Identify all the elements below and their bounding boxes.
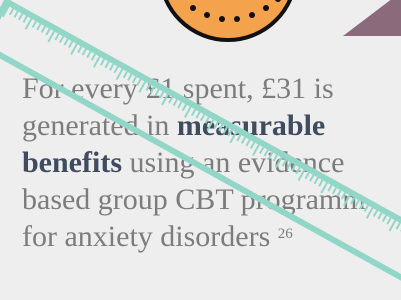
ruler-tick — [139, 82, 145, 92]
ruler-tick — [110, 64, 113, 70]
ruler — [0, 0, 401, 300]
ruler-tick — [298, 170, 304, 180]
ruler-tick — [183, 104, 186, 110]
ruler-tick — [260, 147, 263, 153]
ruler-tick — [315, 178, 318, 184]
ruler-tick — [14, 11, 17, 17]
ruler-tick — [269, 152, 272, 158]
ruler-tick — [219, 125, 222, 131]
ruler-tick — [208, 120, 214, 130]
ruler-tick — [242, 137, 245, 143]
ruler-tick — [342, 193, 345, 199]
ruler-tick — [133, 77, 136, 83]
ruler-tick — [228, 130, 231, 136]
ruler-tick — [237, 135, 240, 141]
ruler-tick — [374, 210, 377, 216]
ruler-tick — [253, 145, 259, 155]
ruler-tick — [55, 34, 58, 40]
ruler-tick — [42, 26, 45, 32]
ruler-tick — [215, 122, 218, 128]
ruler-tick — [246, 140, 249, 146]
ruler-tick — [333, 188, 336, 194]
ruler-tick — [60, 36, 63, 42]
ruler-tick — [251, 142, 254, 148]
ruler-tick — [174, 99, 177, 105]
ruler-tick — [69, 41, 72, 47]
ruler-tick — [33, 21, 36, 27]
ruler-tick — [265, 150, 268, 156]
ruler-tick — [101, 59, 104, 65]
ruler-tick — [19, 14, 22, 20]
ruler-tick — [10, 9, 13, 15]
ruler-tick — [292, 165, 295, 171]
ruler-tick — [319, 180, 322, 186]
ruler-tick — [365, 205, 368, 211]
ruler-body — [0, 2, 401, 298]
ruler-tick — [274, 155, 277, 161]
ruler-tick — [296, 168, 299, 174]
ruler-tick — [92, 54, 95, 60]
ruler-tick — [151, 87, 154, 93]
ruler-tick — [105, 62, 108, 68]
ruler-ticks — [3, 6, 401, 266]
ruler-tick — [162, 94, 168, 104]
ruler-tick — [48, 31, 54, 41]
ruler-tick — [344, 195, 350, 205]
ruler-tick — [26, 19, 32, 29]
ruler-tick — [201, 115, 204, 121]
ruler-tick — [114, 67, 117, 73]
ruler-tick — [283, 160, 286, 166]
ruler-tick — [192, 110, 195, 116]
ruler-tick — [230, 132, 236, 142]
ruler-tick — [169, 97, 172, 103]
ruler-tick — [328, 185, 331, 191]
ruler-tick — [146, 84, 149, 90]
ruler-tick — [205, 117, 208, 123]
ruler-tick — [37, 24, 40, 30]
ruler-tick — [178, 102, 181, 108]
ruler-tick — [83, 49, 86, 55]
ruler-tick — [23, 16, 26, 22]
ruler-tick — [305, 173, 308, 179]
ruler-tick — [160, 92, 163, 98]
ruler-tick — [276, 157, 282, 167]
ruler-tick — [128, 74, 131, 80]
infographic: For every £1 spent, £31 is generated in … — [0, 0, 401, 300]
ruler-tick — [396, 223, 399, 229]
ruler-tick — [46, 29, 49, 35]
ruler-tick — [117, 69, 123, 79]
ruler-tick — [287, 162, 290, 168]
ruler-tick — [389, 220, 395, 230]
ruler-tick — [87, 52, 90, 58]
ruler-tick — [94, 57, 100, 67]
ruler-tick — [196, 112, 199, 118]
ruler-tick — [367, 208, 373, 218]
ruler-outline — [0, 2, 401, 298]
ruler-tick — [355, 200, 358, 206]
ruler-tick — [351, 198, 354, 204]
ruler-tick — [71, 44, 77, 54]
ruler-tick — [383, 215, 386, 221]
ruler-tick — [337, 190, 340, 196]
ruler-tick — [360, 203, 363, 209]
ruler-tick — [321, 183, 327, 193]
ruler-tick — [224, 127, 227, 133]
ruler-tick — [155, 89, 158, 95]
ruler-tick — [387, 218, 390, 224]
ruler-tick — [310, 175, 313, 181]
ruler-tick — [378, 213, 381, 219]
ruler-tick — [185, 107, 191, 117]
ruler-tick — [124, 72, 127, 78]
ruler-tick — [64, 39, 67, 45]
ruler-tick — [137, 79, 140, 85]
ruler-tick — [78, 47, 81, 53]
